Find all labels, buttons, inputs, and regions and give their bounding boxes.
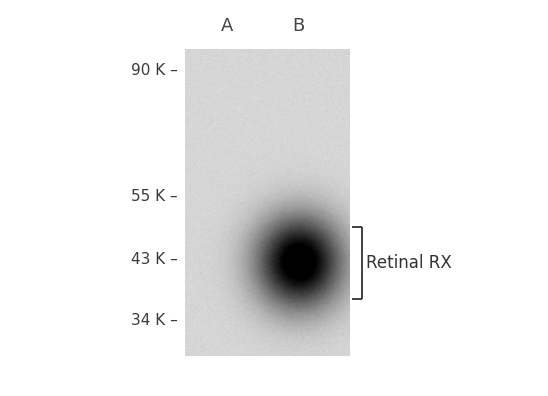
Text: 55 K –: 55 K – (132, 189, 178, 204)
Text: B: B (293, 17, 305, 35)
Text: Retinal RX: Retinal RX (366, 253, 452, 272)
Text: 90 K –: 90 K – (132, 63, 178, 78)
Text: 34 K –: 34 K – (132, 312, 178, 327)
Text: A: A (221, 17, 233, 35)
Text: 43 K –: 43 K – (132, 252, 178, 267)
